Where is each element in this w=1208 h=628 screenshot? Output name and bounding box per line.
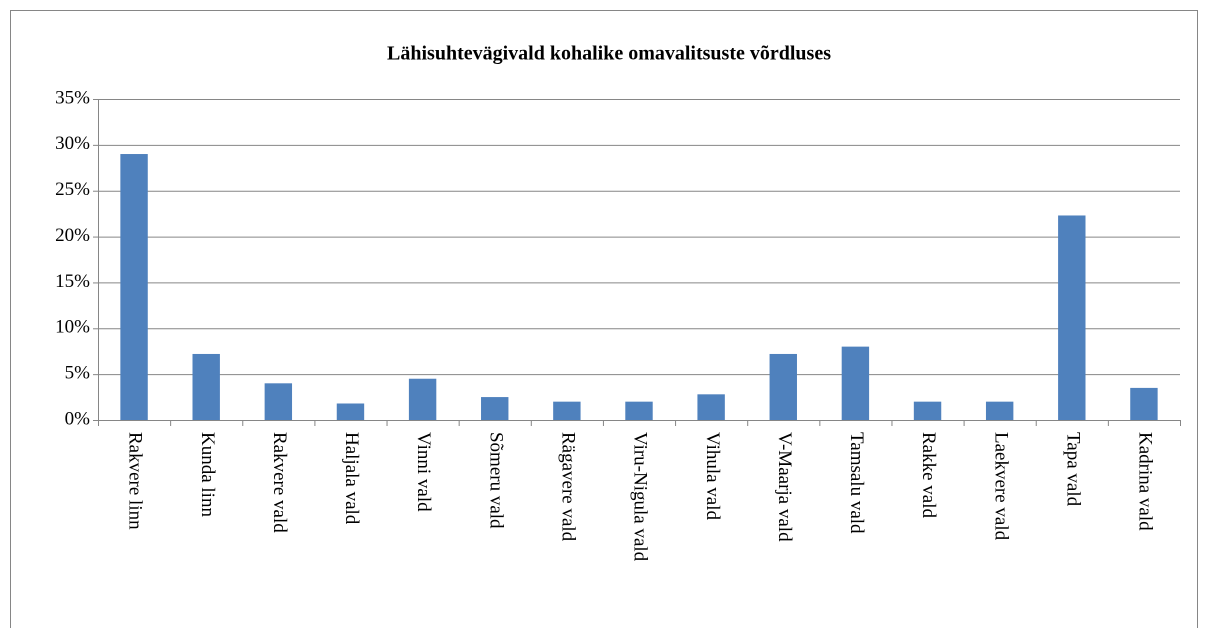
bar	[625, 401, 653, 420]
bar	[408, 378, 437, 420]
y-tick-label: 35%	[55, 87, 90, 108]
y-tick-label: 5%	[65, 363, 91, 384]
bar	[841, 346, 870, 420]
bar	[192, 353, 220, 420]
bar	[913, 401, 942, 420]
bar	[697, 394, 725, 420]
x-tick-label: Kadrina vald	[1135, 432, 1156, 531]
x-tick-label: Rakvere linn	[125, 432, 146, 530]
bar	[481, 397, 509, 420]
x-tick-label: Rakke vald	[918, 432, 939, 519]
bar	[120, 154, 148, 420]
y-tick-label: 0%	[65, 408, 91, 429]
x-tick-label: Rakvere vald	[269, 432, 290, 533]
x-tick-label: Tamsalu vald	[846, 432, 867, 534]
x-tick-label: Tapa vald	[1062, 432, 1083, 507]
bar	[336, 403, 365, 420]
chart-title: Lähisuhtevägivald kohalike omavalitsuste…	[387, 43, 831, 65]
bar	[264, 383, 293, 420]
y-tick-label: 30%	[55, 133, 90, 154]
y-tick-label: 15%	[55, 271, 90, 292]
bar	[985, 401, 1014, 420]
x-tick-label: Viru-Nigula vald	[630, 432, 651, 562]
bar	[769, 353, 797, 420]
x-tick-label: Kunda linn	[197, 432, 218, 517]
x-tick-label: Haljala vald	[341, 432, 362, 525]
y-tick-label: 20%	[55, 225, 90, 246]
x-tick-label: Rägavere vald	[558, 432, 579, 542]
chart-border	[10, 10, 1198, 628]
bar	[1130, 387, 1158, 420]
y-tick-label: 10%	[55, 317, 90, 338]
x-tick-label: Laekvere vald	[990, 432, 1011, 541]
bar	[1058, 215, 1086, 420]
x-tick-label: Sõmeru vald	[485, 432, 506, 529]
x-tick-label: Vinni vald	[413, 432, 434, 512]
bar	[553, 401, 581, 420]
y-tick-label: 25%	[55, 179, 90, 200]
x-tick-label: Vihula vald	[702, 432, 723, 521]
x-tick-label: V-Maarja vald	[774, 432, 795, 542]
